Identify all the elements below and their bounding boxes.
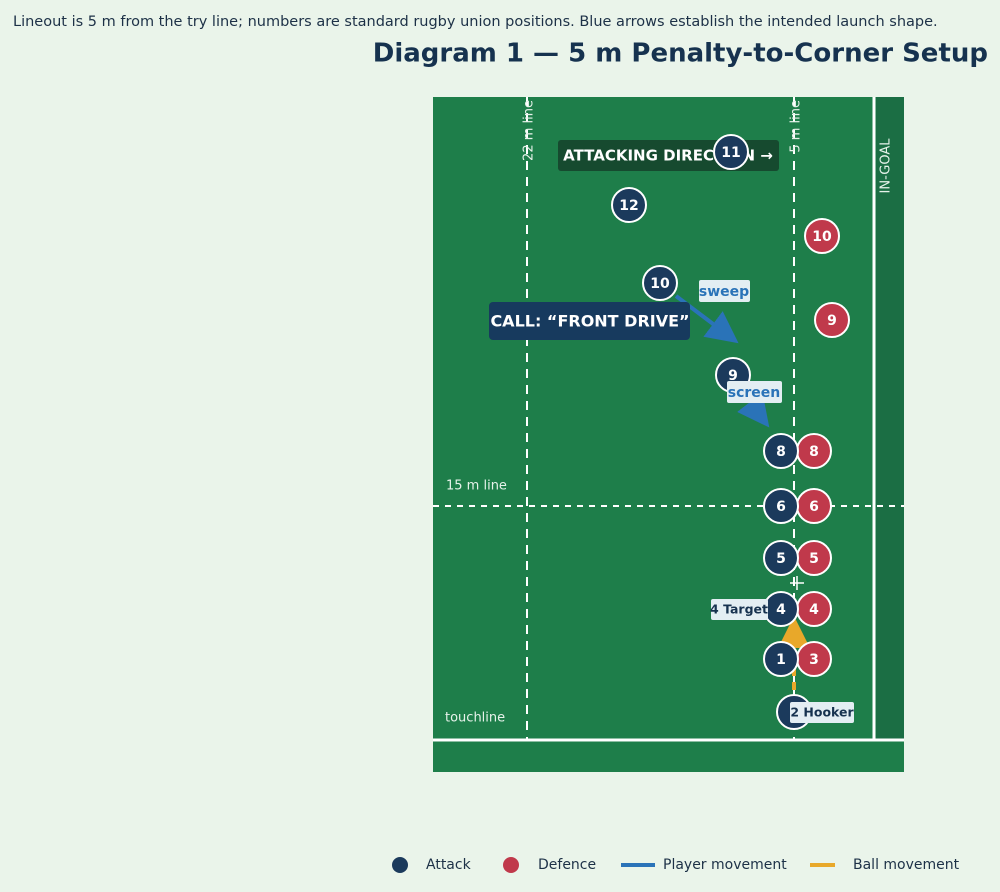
defence-player-number: 3 (809, 652, 819, 668)
legend-label: Defence (538, 857, 596, 873)
annotation: sweep (699, 284, 749, 300)
in-goal-label: IN-GOAL (879, 138, 894, 194)
attack-player (763, 433, 799, 469)
line-label: 15 m line (446, 479, 507, 494)
movement-arrow (737, 392, 770, 428)
label-box (699, 280, 750, 302)
legend-swatch (392, 857, 408, 873)
attack-player-number: 4 (776, 602, 786, 618)
annotation: 2 Hooker (790, 705, 854, 720)
attack-player-number: 9 (728, 368, 738, 384)
attack-player (611, 187, 647, 223)
defence-player (814, 302, 850, 338)
touchline-label: touchline (445, 711, 505, 726)
mark (790, 576, 804, 590)
annotation: screen (728, 385, 781, 401)
in-goal-area (876, 97, 904, 740)
caption: Lineout is 5 m from the try line; number… (13, 14, 938, 30)
title: Diagram 1 — 5 m Penalty-to-Corner Setup (373, 39, 988, 69)
line-label: 22 m line (522, 100, 537, 161)
defence-player-number: 9 (827, 313, 837, 329)
attack-player-number: 8 (776, 444, 786, 460)
defence-player-number: 5 (809, 551, 819, 567)
pitch (433, 97, 904, 772)
players: 10 9 8 6 5 4 3 11 12 10 9 8 6 5 4 1 (611, 134, 850, 677)
defence-player (804, 218, 840, 254)
defence-player-number: 6 (809, 499, 819, 515)
label-box (790, 702, 854, 723)
attack-player-number: 11 (721, 145, 740, 161)
attack-player (763, 488, 799, 524)
attack-player (763, 540, 799, 576)
attack-player (642, 265, 678, 301)
legend-label: Player movement (663, 857, 787, 873)
call-text: CALL: “FRONT DRIVE” (490, 312, 689, 331)
label-box (727, 381, 782, 403)
attack-player-number: 6 (776, 499, 786, 515)
call-banner (489, 302, 690, 340)
attack-player-number: 1 (776, 652, 786, 668)
legend-swatch (503, 857, 519, 873)
attack-player (763, 641, 799, 677)
defence-player-number: 4 (809, 602, 819, 618)
line-label: 5 m line (789, 100, 804, 153)
attack-player-number: 5 (776, 551, 786, 567)
legend-label: Attack (426, 857, 472, 873)
defence-player-number: 10 (812, 229, 832, 245)
attack-player (713, 134, 749, 170)
label-box (711, 599, 768, 620)
legend-label: Ball movement (853, 857, 960, 873)
attack-player-number: 12 (619, 198, 638, 214)
attack-player-number: 10 (650, 276, 670, 292)
annotation: 4 Target (710, 602, 768, 617)
defence-player-number: 8 (809, 444, 819, 460)
